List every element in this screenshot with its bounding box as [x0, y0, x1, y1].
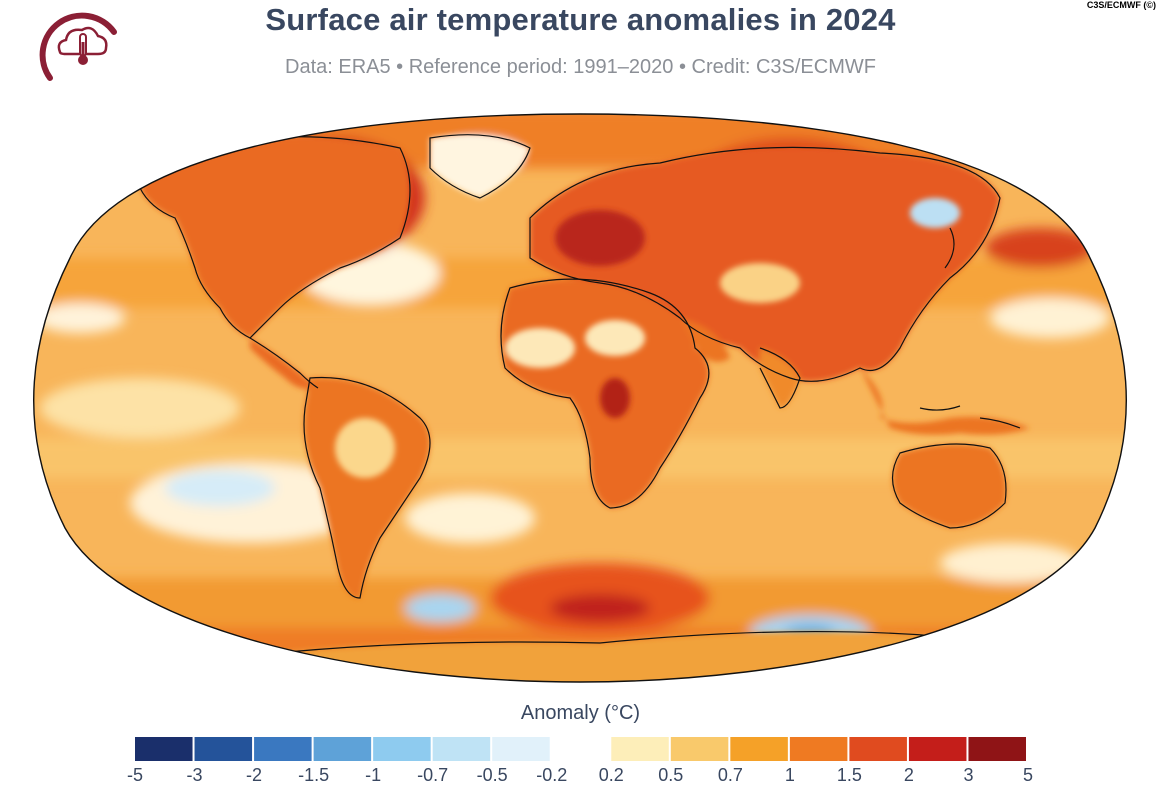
colorbar-swatch [135, 737, 193, 761]
colorbar-swatch [849, 737, 907, 761]
page-title: Surface air temperature anomalies in 202… [265, 2, 896, 37]
colorbar-tick-label: -0.5 [476, 765, 508, 785]
colorbar-tick-label: -0.2 [536, 765, 568, 785]
colorbar-swatch [551, 737, 610, 761]
colorbar-swatch [908, 737, 967, 761]
legend-title: Anomaly (°C) [520, 702, 641, 724]
colorbar-tick-label: -1 [365, 765, 382, 785]
colorbar-swatch [670, 737, 729, 761]
colorbar-tick-label: -0.7 [417, 765, 449, 785]
colorbar-tick-label: -1.5 [298, 765, 330, 785]
colorbar-tick-label: 1 [784, 765, 795, 785]
colorbar-swatch [611, 737, 669, 761]
colorbar-tick-label: -3 [186, 765, 203, 785]
world-map-svg [33, 113, 1127, 683]
colorbar-swatch [254, 737, 312, 761]
page-subtitle: Data: ERA5 • Reference period: 1991–2020… [285, 56, 876, 78]
colorbar-tick-label: 1.5 [836, 765, 862, 785]
colorbar-tick-label: -2 [246, 765, 263, 785]
colorbar-swatch [968, 737, 1026, 761]
colorbar-swatch [313, 737, 372, 761]
colorbar-tick-label: 3 [963, 765, 974, 785]
colorbar-tick-label: 5 [1022, 765, 1034, 785]
colorbar-tick-label: 0.7 [717, 765, 743, 785]
colorbar-tick-label: 0.5 [658, 765, 684, 785]
anomaly-map [0, 108, 1161, 688]
cloud-thermometer-icon [39, 12, 117, 81]
colorbar [135, 737, 1026, 761]
colorbar-swatch [432, 737, 491, 761]
colorbar-swatch [373, 737, 431, 761]
colorbar-swatch [492, 737, 550, 761]
colorbar-swatch [789, 737, 848, 761]
colorbar-tick-label: 0.2 [598, 765, 624, 785]
colorbar-swatch [194, 737, 253, 761]
colorbar-swatch [730, 737, 788, 761]
colorbar-ticks: -5 -3 -2 -1.5 -1 -0.7 -0.5 -0.2 0.2 0.5 0.7 1 1.5 2 3 5 [0, 765, 1161, 795]
credit-tag: C3S/ECMWF (©) [1084, 0, 1158, 10]
colorbar-tick-label: -5 [126, 765, 144, 785]
colorbar-tick-label: 2 [903, 765, 914, 785]
